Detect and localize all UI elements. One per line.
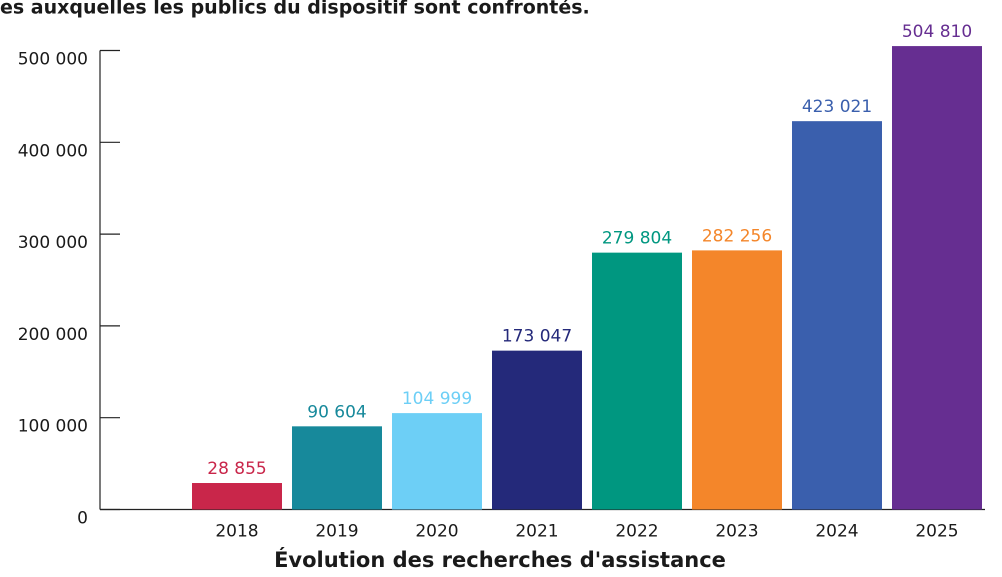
value-label: 504 810 (902, 22, 972, 42)
bar (692, 250, 782, 510)
x-tick-label: 2024 (815, 522, 858, 542)
x-tick-label: 2023 (715, 522, 758, 542)
bar (792, 121, 882, 510)
y-tick-label: 500 000 (18, 50, 88, 70)
value-label: 90 604 (307, 402, 366, 422)
value-label: 173 047 (502, 327, 572, 347)
bar (192, 483, 282, 510)
x-tick-label: 2018 (215, 522, 258, 542)
bar (492, 350, 582, 510)
x-tick-label: 2020 (415, 522, 458, 542)
bar (892, 46, 982, 510)
y-tick-label: 100 000 (18, 417, 88, 437)
x-tick-label: 2025 (915, 522, 958, 542)
value-label: 279 804 (602, 229, 672, 249)
x-tick-label: 2022 (615, 522, 658, 542)
value-label: 28 855 (207, 459, 266, 479)
bar (592, 252, 682, 510)
y-tick-label: 0 (77, 509, 88, 529)
bar (392, 413, 482, 510)
value-label: 423 021 (802, 97, 872, 117)
chart-title: es auxquelles les publics du dispositif … (0, 0, 590, 19)
x-axis-label: Évolution des recherches d'assistance (274, 547, 726, 572)
value-label: 104 999 (402, 389, 472, 409)
bar (292, 426, 382, 510)
y-tick-label: 200 000 (18, 325, 88, 345)
y-tick-label: 300 000 (18, 233, 88, 253)
value-label: 282 256 (702, 226, 772, 246)
y-tick-label: 400 000 (18, 141, 88, 161)
x-tick-label: 2019 (315, 522, 358, 542)
x-tick-label: 2021 (515, 522, 558, 542)
